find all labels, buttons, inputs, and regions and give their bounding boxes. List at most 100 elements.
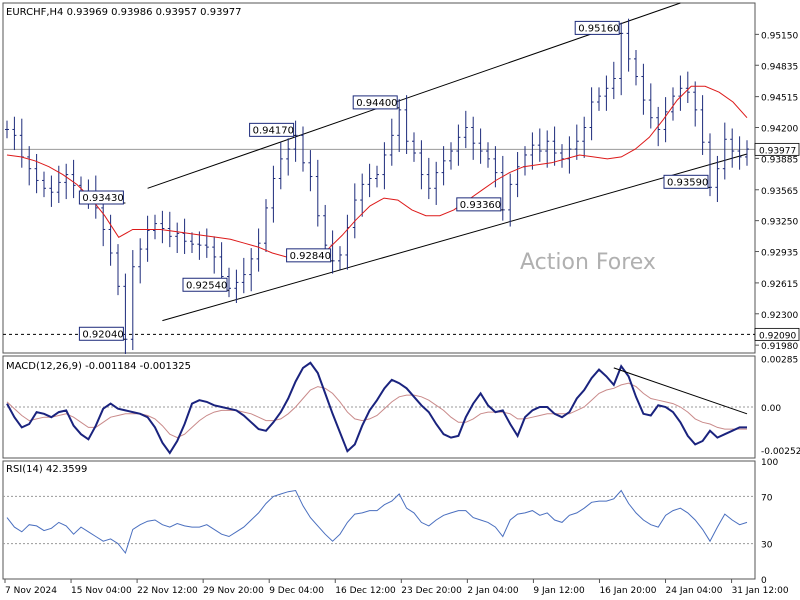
ohlc-bar xyxy=(404,95,409,154)
annotation-label: 0.95160 xyxy=(578,23,619,34)
x-axis: 7 Nov 2024 15 Nov 04:00 22 Nov 12:00 29 Nov… xyxy=(4,579,789,596)
current-price-tag: 0.93977 xyxy=(754,142,800,156)
annotation-box xyxy=(78,326,124,341)
ohlc-bar xyxy=(138,238,143,284)
rsi-frame xyxy=(2,460,756,580)
time-axis-label: 23 Dec 20:00 xyxy=(401,586,462,596)
price-annotation: 0.92840 xyxy=(286,248,333,263)
ohlc-bar xyxy=(745,140,749,166)
current-price-label: 0.93977 xyxy=(759,146,796,156)
ohlc-bar xyxy=(227,267,231,298)
ohlc-bar xyxy=(441,146,446,186)
macd-axis-label: 0.00285 xyxy=(761,356,798,366)
ohlc-bar xyxy=(175,222,180,253)
time-axis-label: 15 Nov 04:00 xyxy=(71,586,132,596)
ohlc-bar xyxy=(597,87,601,111)
ohlc-bar xyxy=(678,75,683,111)
annotation-label: 0.92840 xyxy=(290,251,331,262)
ohlc-bar xyxy=(108,214,113,266)
ohlc-bar xyxy=(508,173,513,227)
ohlc-bar xyxy=(626,18,631,72)
ohlc-bar xyxy=(582,116,587,158)
price-axis-label: 0.95150 xyxy=(761,31,798,41)
channel-lower-line xyxy=(162,153,748,322)
ohlc-bar xyxy=(456,124,461,166)
price-axis-label: 0.92935 xyxy=(761,249,798,259)
ohlc-bar xyxy=(338,246,342,270)
ohlc-bar xyxy=(463,110,468,149)
rsi-pane: 100 70 30 0 xyxy=(2,458,778,586)
ohlc-bar xyxy=(560,144,564,168)
ohlc-bar xyxy=(619,22,624,96)
ohlc-bar xyxy=(42,171,46,198)
ohlc-bar xyxy=(567,136,572,174)
time-axis-label: 16 Jan 20:00 xyxy=(599,586,656,596)
ohlc-bar xyxy=(101,197,106,247)
ohlc-bar xyxy=(256,228,261,272)
ohlc-bar xyxy=(471,116,476,160)
ohlc-bar xyxy=(737,136,742,170)
ohlc-bar xyxy=(167,211,172,248)
annotation-box xyxy=(286,248,332,263)
ohlc-bar xyxy=(212,236,217,274)
ohlc-bar xyxy=(515,152,520,198)
ohlc-bar xyxy=(589,87,594,141)
macd-title: MACD(12,26,9) -0.001184 -0.001325 xyxy=(6,361,191,372)
ohlc-bar xyxy=(34,153,39,194)
watermark: Action Forex xyxy=(520,250,656,275)
price-axis-label: 0.92615 xyxy=(761,280,798,290)
price-annotation: 0.93430 xyxy=(78,190,126,205)
ohlc-bar xyxy=(315,159,320,227)
support-level-tag: 0.92090 xyxy=(754,327,800,341)
ohlc-bar xyxy=(5,120,9,139)
ohlc-bar xyxy=(449,142,453,170)
ohlc-bar xyxy=(241,257,246,294)
ohlc-bar xyxy=(182,218,187,254)
price-axis-label: 0.93250 xyxy=(761,218,798,228)
ohlc-bar xyxy=(234,269,239,303)
rsi-axis-label: 0 xyxy=(761,576,767,586)
ohlc-bar xyxy=(286,138,291,176)
ohlc-bar xyxy=(671,87,675,121)
ohlc-bar xyxy=(722,122,727,180)
ohlc-bar xyxy=(552,126,557,166)
rsi-line xyxy=(6,489,748,555)
ohlc-bar xyxy=(375,165,379,188)
time-axis-label: 22 Nov 12:00 xyxy=(137,586,198,596)
ohlc-bar xyxy=(271,165,276,223)
macd-trendline xyxy=(613,367,748,415)
price-axis-label: 0.93885 xyxy=(761,155,798,165)
annotation-label: 0.94170 xyxy=(253,125,294,136)
price-annotation: 0.92540 xyxy=(182,277,229,292)
current-price-box xyxy=(754,142,800,156)
ohlc-bar xyxy=(145,215,150,262)
ohlc-bar xyxy=(663,97,668,143)
ohlc-bar xyxy=(197,231,202,260)
ohlc-bar xyxy=(641,63,646,115)
price-annotation: 0.93360 xyxy=(456,197,503,212)
annotation-box xyxy=(352,95,398,110)
ohlc-bar xyxy=(49,175,54,207)
annotation-label: 0.94400 xyxy=(356,98,397,109)
ohlc-bar xyxy=(12,116,17,151)
price-annotation: 0.94170 xyxy=(249,122,296,137)
price-axis-label: 0.94200 xyxy=(761,125,798,135)
time-axis-label: 7 Nov 2024 xyxy=(5,586,57,596)
time-axis-label: 16 Dec 12:00 xyxy=(335,586,396,596)
price-axis-label: 0.94515 xyxy=(761,94,798,104)
ohlc-bar xyxy=(190,232,194,253)
ohlc-bar xyxy=(426,157,431,200)
ohlc-bar xyxy=(685,71,690,103)
ohlc-bar xyxy=(27,146,32,186)
ohlc-bar xyxy=(700,95,705,155)
ohlc-bar xyxy=(278,142,283,190)
ohlc-bar xyxy=(434,161,439,205)
main-frame xyxy=(2,2,756,354)
annotation-box xyxy=(249,122,295,137)
annotation-box xyxy=(663,174,709,189)
ohlc-bar xyxy=(412,132,416,162)
time-axis-label: 2 Jan 04:00 xyxy=(467,586,519,596)
time-axis-label: 31 Jan 12:00 xyxy=(732,586,789,596)
